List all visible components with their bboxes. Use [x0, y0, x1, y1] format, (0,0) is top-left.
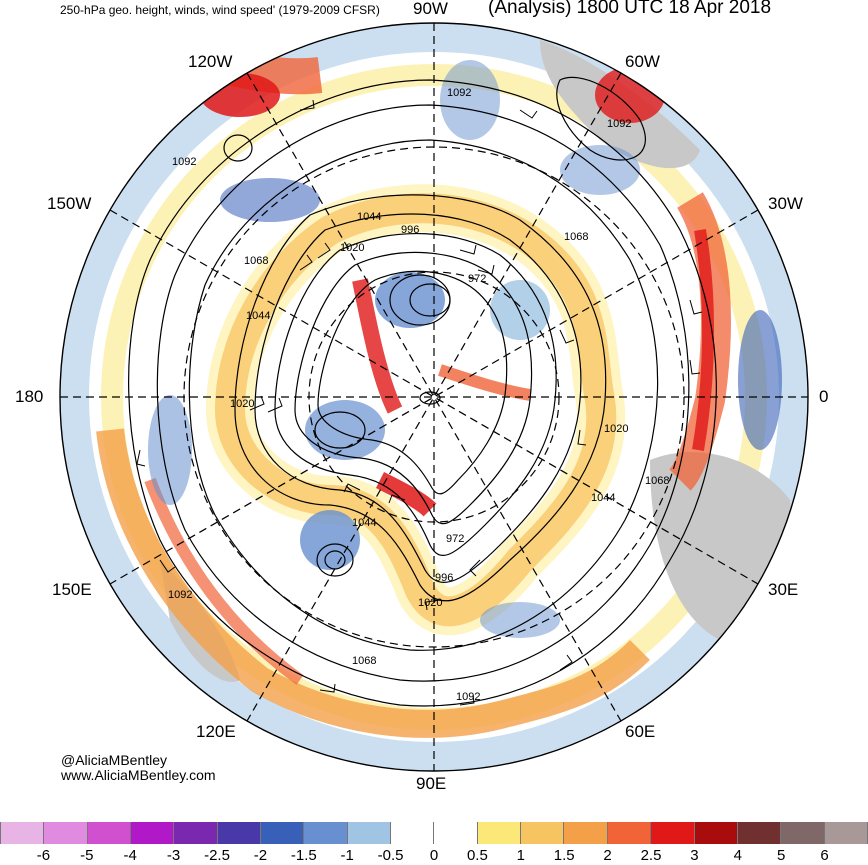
contour-label: 996 — [435, 572, 453, 584]
colorbar-tick-label: 1 — [516, 847, 525, 864]
contour-label: 1044 — [357, 211, 381, 223]
contour-label: 1020 — [230, 398, 254, 410]
colorbar-swatch — [44, 822, 88, 844]
contour-label: 1068 — [244, 255, 268, 267]
contour-label: 1044 — [246, 310, 270, 322]
contour-label: 1020 — [604, 423, 628, 435]
colorbar-tick-label: -5 — [80, 847, 94, 864]
lon-label-150e: 150E — [52, 580, 92, 599]
lon-label-30w: 30W — [768, 194, 803, 213]
colorbar-swatch — [174, 822, 218, 844]
colorbar-tick-label: -0.5 — [377, 847, 404, 864]
colorbar-tick-label: -4 — [123, 847, 137, 864]
colorbar-tick-label: 0 — [429, 847, 439, 864]
colorbar-swatch — [781, 822, 825, 844]
colorbar-swatch — [607, 822, 652, 844]
colorbar-swatch — [87, 822, 132, 844]
colorbar-tick-label: -2 — [253, 847, 268, 864]
lat-lon-grid — [60, 23, 808, 771]
colorbar-tick-label: 5 — [777, 847, 786, 864]
colorbar-swatch — [477, 822, 522, 844]
colorbar-tick-label: 2.5 — [640, 847, 662, 864]
colorbar — [0, 822, 868, 844]
colorbar-swatch — [304, 822, 348, 844]
wind-barbs — [136, 99, 703, 706]
colorbar-tick-label: -1.5 — [290, 847, 317, 864]
colorbar-swatch — [131, 822, 175, 844]
author-website: www.AliciaMBentley.com — [61, 767, 216, 783]
contour-label: 1068 — [645, 475, 669, 487]
lon-label-120e: 120E — [196, 722, 236, 741]
height-contours — [128, 76, 717, 707]
lon-label-0: 0 — [819, 387, 829, 406]
lon-label-60w: 60W — [625, 52, 660, 71]
lon-label-120w: 120W — [188, 52, 233, 71]
colorbar-swatch — [737, 822, 782, 844]
colorbar-tick-labels: -6 -5 -4 -3 -2.5 -2 -1.5 -1 -0.5 0 0.5 1 1.5 2 2.5 3 4 5 6 — [0, 847, 868, 865]
colorbar-tick-label: -1 — [340, 847, 354, 864]
colorbar-tick-label: 4 — [733, 847, 742, 864]
colorbar-swatch — [347, 822, 392, 844]
colorbar-swatch — [521, 822, 565, 844]
map-boundary — [59, 22, 809, 772]
contour-label: 1020 — [340, 242, 364, 254]
colorbar-tick-label: 0.5 — [466, 847, 488, 864]
colorbar-swatch — [391, 822, 435, 844]
contour-label: 1092 — [172, 156, 196, 168]
contour-label: 1092 — [168, 589, 192, 601]
contour-label: 996 — [401, 224, 419, 236]
colorbar-swatch — [694, 822, 738, 844]
colorbar-swatch — [261, 822, 305, 844]
lon-label-150w: 150W — [47, 194, 92, 213]
contour-label: 1044 — [591, 492, 615, 504]
colorbar-swatch — [564, 822, 608, 844]
colorbar-tick-label: -3 — [166, 847, 181, 864]
colorbar-tick-label: -2.5 — [204, 847, 230, 864]
colorbar-swatch — [0, 822, 45, 844]
contour-label: 1092 — [447, 87, 471, 99]
analysis-time-label: (Analysis) 1800 UTC 18 Apr 2018 — [488, 0, 772, 18]
colorbar-tick-label: -6 — [36, 847, 51, 864]
map-title: 250-hPa geo. height, winds, wind speed' … — [60, 3, 380, 17]
contour-label: 1068 — [352, 655, 376, 667]
colorbar-tick-label: 6 — [820, 847, 829, 864]
contour-label: 1092 — [607, 118, 631, 130]
colorbar-swatch — [651, 822, 695, 844]
colorbar-swatch — [434, 822, 478, 844]
lon-label-90e: 90E — [416, 774, 447, 793]
lon-label-60e: 60E — [625, 722, 656, 741]
lon-label-90w: 90W — [413, 0, 448, 18]
colorbar-tick-label: 2 — [603, 847, 612, 864]
contour-label: 1020 — [418, 597, 442, 609]
contour-label: 972 — [446, 533, 464, 545]
contour-label: 1092 — [456, 691, 480, 703]
lon-label-180: 180 — [15, 387, 44, 406]
author-credit: @AliciaMBentley — [61, 752, 168, 768]
contour-label: 1068 — [564, 231, 588, 243]
lon-label-30e: 30E — [768, 580, 799, 599]
contour-label: 972 — [468, 273, 486, 285]
contour-label: 1044 — [352, 517, 376, 529]
colorbar-tick-label: 3 — [690, 847, 699, 864]
colorbar-swatch — [217, 822, 262, 844]
colorbar-swatch — [824, 822, 868, 844]
colorbar-tick-label: 1.5 — [553, 847, 575, 864]
contour-label-group: 1092 1092 1092 1092 1092 1068 1068 1068 … — [168, 87, 669, 703]
